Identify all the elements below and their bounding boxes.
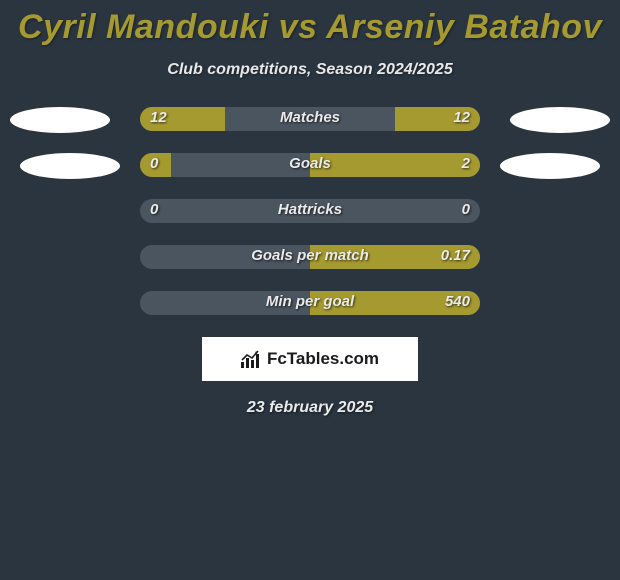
chart-icon — [241, 350, 263, 368]
stat-row: Goals02 — [0, 153, 620, 177]
comparison-chart: Matches1212 Goals02 Hattricks00 Goals per m… — [0, 107, 620, 315]
stat-bar-left — [140, 153, 171, 177]
subtitle: Club competitions, Season 2024/2025 — [0, 61, 620, 79]
brand-text: FcTables.com — [267, 349, 379, 369]
page-title: Cyril Mandouki vs Arseniy Batahov — [0, 0, 620, 47]
stat-bar-right — [310, 153, 480, 177]
stat-row: Goals per match0.17 — [0, 245, 620, 269]
stat-bar-bg — [140, 107, 480, 131]
stat-row: Matches1212 — [0, 107, 620, 131]
stat-bar-right — [310, 291, 480, 315]
stat-bar-right — [395, 107, 480, 131]
brand-badge: FcTables.com — [202, 337, 418, 381]
stat-bar-left — [140, 107, 225, 131]
stat-bar-bg — [140, 291, 480, 315]
stat-bar-bg — [140, 199, 480, 223]
stat-row: Hattricks00 — [0, 199, 620, 223]
stat-row: Min per goal540 — [0, 291, 620, 315]
stat-bar-right — [310, 245, 480, 269]
stat-bar-bg — [140, 153, 480, 177]
date-label: 23 february 2025 — [0, 399, 620, 417]
stat-bar-bg — [140, 245, 480, 269]
